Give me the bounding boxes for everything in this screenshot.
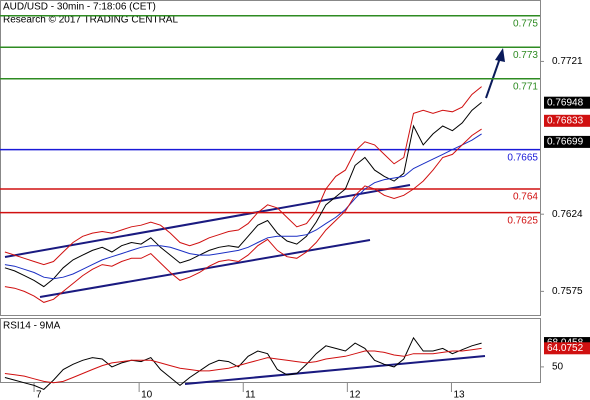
rsi-trend-line — [184, 355, 486, 385]
x-tick-label: 12 — [349, 390, 361, 400]
y-tick-label: 0.7721 — [552, 56, 583, 67]
rsi-panel — [0, 318, 541, 383]
price-marker-box — [544, 135, 590, 148]
price-marker-label: 0.76833 — [547, 115, 584, 126]
channel-upper — [4, 184, 411, 258]
x-tick-label: 7 — [36, 390, 42, 400]
rsi-title: RSI14 - 9MA — [3, 321, 61, 332]
y-tick-label: 0.7575 — [552, 286, 583, 297]
arrow-head — [495, 48, 505, 62]
series-line — [4, 102, 482, 288]
x-tick-label: 10 — [141, 390, 153, 400]
series-line — [4, 128, 482, 303]
series-line — [4, 347, 482, 384]
price-marker-box — [544, 96, 590, 109]
series-line — [4, 133, 482, 280]
price-marker-box — [544, 114, 590, 127]
chart-subtitle: Research © 2017 TRADING CENTRAL — [3, 15, 178, 26]
series-line — [4, 336, 482, 390]
price-marker-label: 0.76699 — [547, 137, 584, 148]
price-marker-label: 64.0752 — [547, 343, 584, 354]
price-panel — [0, 0, 541, 316]
price-marker-label: 0.76948 — [547, 97, 584, 108]
level-label: 0.7625 — [507, 215, 538, 226]
level-label: 0.775 — [513, 18, 538, 29]
level-label: 0.7665 — [507, 152, 538, 163]
price-marker-box — [544, 342, 590, 355]
level-label: 0.764 — [513, 192, 538, 203]
y-tick-label: 0.7624 — [552, 209, 583, 220]
x-tick-label: 13 — [453, 390, 465, 400]
chart-title: AUD/USD - 30min - 7:18:06 (CET) — [3, 2, 156, 13]
series-line — [4, 86, 482, 266]
level-label: 0.773 — [513, 50, 538, 61]
rsi-y-tick-label: 50 — [552, 362, 564, 373]
level-label: 0.771 — [513, 81, 538, 92]
x-tick-label: 11 — [245, 390, 256, 400]
